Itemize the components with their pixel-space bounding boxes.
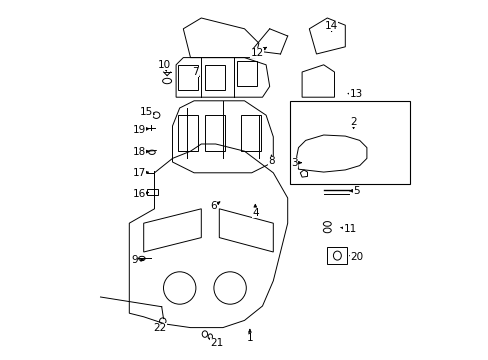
Text: 14: 14 [325,21,338,32]
Text: 11: 11 [340,224,356,234]
Text: 3: 3 [291,158,301,168]
Bar [147,189,158,195]
Text: 8: 8 [267,155,274,166]
Text: 6: 6 [210,201,220,211]
Text: 13: 13 [347,89,362,99]
Text: 2: 2 [349,117,356,129]
Text: 16: 16 [132,189,148,199]
Text: 5: 5 [349,186,359,196]
Text: 15: 15 [140,107,154,117]
Text: 9: 9 [131,255,143,265]
Bar [289,101,409,184]
Text: 22: 22 [153,323,166,333]
Text: 12: 12 [250,47,266,58]
Text: 17: 17 [132,168,148,178]
Text: 1: 1 [246,329,253,343]
Text: 10: 10 [158,60,171,71]
Text: 20: 20 [349,252,363,262]
Text: 7: 7 [192,67,199,77]
Text: 19: 19 [132,125,149,135]
Text: 21: 21 [209,338,223,348]
Text: 18: 18 [132,147,149,157]
Text: 4: 4 [251,204,258,218]
